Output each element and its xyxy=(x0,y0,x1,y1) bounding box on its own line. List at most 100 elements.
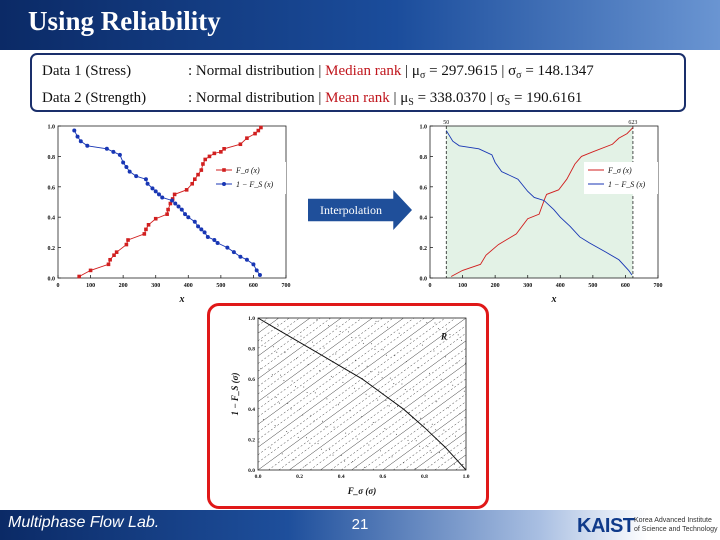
x-tick-label: 0.4 xyxy=(338,474,345,480)
boundary-curve xyxy=(257,317,467,471)
data-point xyxy=(117,152,122,157)
hatch-line xyxy=(257,317,383,410)
kaist-logo: KAIST xyxy=(577,515,635,537)
data-point xyxy=(202,230,207,235)
info-description: : Normal distribution | Mean rank | μS =… xyxy=(188,90,583,108)
data-point xyxy=(165,212,169,216)
stipple-dot xyxy=(430,451,432,453)
lab-name: Multiphase Flow Lab. xyxy=(8,514,160,531)
stipple-dot xyxy=(329,449,331,451)
data-point xyxy=(219,150,223,154)
hatch-line xyxy=(309,355,467,471)
stipple-dot xyxy=(429,372,431,374)
y-axis-label: 1 − F_S (σ) xyxy=(230,372,240,415)
y-tick-label: 0.0 xyxy=(48,277,56,283)
annotation-label: R xyxy=(440,331,447,341)
y-tick-label: 0.8 xyxy=(420,155,428,161)
stipple-dot xyxy=(463,390,465,392)
data-point xyxy=(254,268,259,273)
stipple-dot xyxy=(337,404,339,406)
data-point xyxy=(256,128,261,133)
data-point xyxy=(231,250,236,255)
x-tick-label: 0.6 xyxy=(379,474,386,480)
data-point xyxy=(153,189,158,194)
data-point xyxy=(146,223,151,227)
data-point xyxy=(126,238,130,242)
data-point xyxy=(153,216,158,221)
data-point xyxy=(104,146,109,151)
hatch-line xyxy=(257,317,290,342)
hatch-line xyxy=(257,317,352,387)
interpolation-arrow: Interpolation xyxy=(308,190,412,230)
stipple-dot xyxy=(437,328,439,330)
stipple-dot xyxy=(268,368,270,370)
stipple-dot xyxy=(264,345,266,347)
stipple-dot xyxy=(414,468,416,470)
stipple-dot xyxy=(415,440,417,442)
x-tick-label: 0.2 xyxy=(296,474,303,480)
stipple-dot xyxy=(351,336,353,338)
stipple-dot xyxy=(438,452,440,454)
stipple-dot xyxy=(388,405,390,407)
stipple-dot xyxy=(277,323,279,325)
hatch-line xyxy=(257,317,311,357)
hatch-line xyxy=(351,386,467,471)
stipple-dot xyxy=(427,446,429,448)
stipple-dot xyxy=(387,326,389,328)
data-point xyxy=(222,147,226,151)
stipple-dot xyxy=(275,397,277,399)
stipple-dot xyxy=(336,325,338,327)
stipple-dot xyxy=(274,425,276,427)
hatch-line xyxy=(257,317,300,349)
stipple-dot xyxy=(257,469,259,471)
y-tick-label: 1.0 xyxy=(48,125,56,131)
interference-chart-svg: 0.0 0.2 0.4 0.6 0.8 1.0 0.0 0.2 0.4 0.6 0.8 1.0 F_σ … xyxy=(230,316,470,496)
data-point xyxy=(203,157,208,162)
stipple-dot xyxy=(431,423,433,425)
stipple-dot xyxy=(381,377,383,379)
stipple-dot xyxy=(456,362,458,364)
stipple-dot xyxy=(278,402,280,404)
data-point xyxy=(184,188,189,192)
stipple-dot xyxy=(386,354,388,356)
x-tick-label: 0.0 xyxy=(255,474,262,480)
x-axis-label: F_σ (σ) xyxy=(347,486,376,496)
stipple-dot xyxy=(374,348,376,350)
x-axis-label: x xyxy=(179,294,185,305)
y-tick-label: 0.4 xyxy=(48,216,56,222)
stipple-dot xyxy=(420,417,422,419)
stipple-dot xyxy=(434,322,436,324)
series-line xyxy=(450,127,634,277)
stipple-dot xyxy=(317,443,319,445)
y-tick-label: 0.4 xyxy=(248,407,255,413)
stipple-dot xyxy=(375,320,377,322)
x-tick-label: 400 xyxy=(184,283,193,289)
data-point xyxy=(205,234,210,239)
stipple-dot xyxy=(342,381,344,383)
stipple-dot xyxy=(344,460,346,462)
stipple-dot xyxy=(286,430,288,432)
stipple-dot xyxy=(446,328,448,330)
data-point xyxy=(75,134,80,139)
stipple-dot xyxy=(365,393,367,395)
stipple-dot xyxy=(389,377,391,379)
stipple-dot xyxy=(384,427,386,429)
stipple-dot xyxy=(290,408,292,410)
data-point xyxy=(193,177,197,181)
stipple-dot xyxy=(366,365,368,367)
hatch-line xyxy=(257,317,404,425)
stipple-dot xyxy=(271,374,273,376)
data-point xyxy=(190,181,194,186)
hatch-line xyxy=(372,401,467,471)
stipple-dot xyxy=(347,331,349,333)
stipple-dot xyxy=(417,366,419,368)
stipple-dot xyxy=(355,359,357,361)
plot-frame xyxy=(57,125,287,279)
info-label: Data 1 (Stress) xyxy=(42,63,132,79)
data-point xyxy=(186,215,191,220)
stipple-dot xyxy=(349,410,351,412)
cdf-chart-left-svg: 0.0 0.2 0.4 0.6 0.8 1.0 0 100 200 300 400 500 600 700… xyxy=(48,125,291,306)
data-point xyxy=(85,143,90,148)
x-tick-label: 200 xyxy=(119,283,128,289)
stipple-dot xyxy=(408,411,410,413)
